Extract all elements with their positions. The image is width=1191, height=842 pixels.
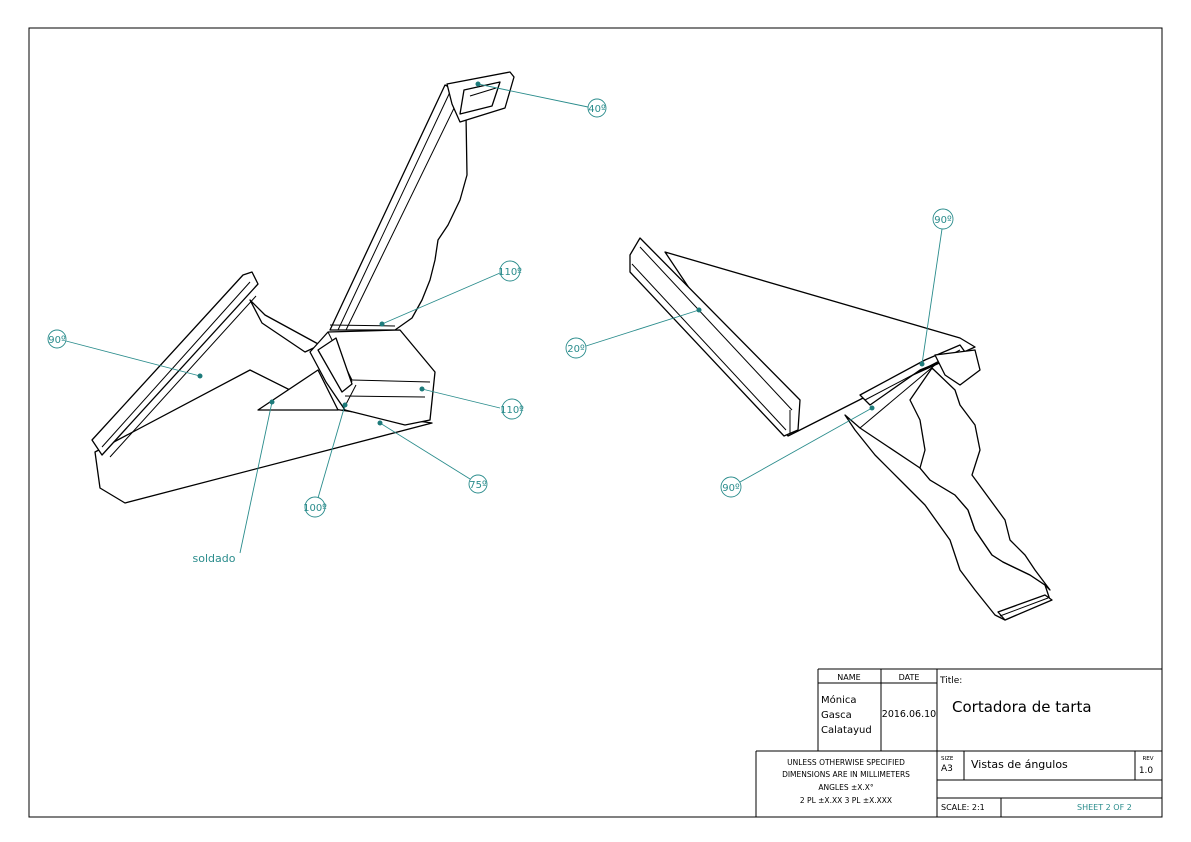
drafter-name-line-2: Gasca (821, 710, 852, 721)
callout-bubble-110-top (499, 260, 521, 282)
callout-label-40: 40º (588, 104, 606, 115)
drawing-subtitle: Vistas de ángulos (971, 758, 1068, 771)
right-handle-grip (909, 367, 1051, 591)
callout-bubble-20 (565, 337, 587, 359)
left-isometric-view (91, 71, 515, 504)
drawing-date: 2016.06.10 (882, 709, 936, 720)
title-label: Title: (939, 676, 962, 686)
callout-dot (475, 81, 481, 87)
callout-label-90-left: 90º (48, 335, 66, 346)
sheet-border (28, 27, 1163, 818)
callout-bubble-40 (587, 98, 607, 118)
scale-text: SCALE: 2:1 (941, 803, 985, 812)
callout-bubble-100 (304, 496, 326, 518)
callout-bubble-110-bottom (501, 398, 523, 420)
left-handle (329, 84, 468, 331)
left-blade (94, 369, 433, 504)
rev-label: REV (1142, 756, 1153, 762)
tolerance-line-1: UNLESS OTHERWISE SPECIFIED (787, 758, 905, 767)
callout-label-90-bottom: 90º (722, 483, 740, 494)
callout-label-110-bottom: 110º (500, 405, 524, 416)
right-callouts: 90º 20º 90º (565, 208, 954, 498)
size-value: A3 (941, 764, 953, 774)
callout-label-20: 20º (567, 344, 585, 355)
left-weld-gusset (257, 369, 339, 411)
drafter-name-line-3: Calatayud (821, 725, 872, 736)
title-block: NAME DATE Mónica Gasca Calatayud 2016.06… (755, 668, 1162, 817)
callout-bubble-90-left (47, 329, 67, 349)
drawing-title: Cortadora de tarta (952, 698, 1092, 716)
sheet-text: SHEET 2 OF 2 (1077, 803, 1132, 812)
callout-bubble-90-bottom (720, 476, 742, 498)
date-header: DATE (899, 673, 920, 682)
callout-bubble-75 (468, 474, 488, 494)
left-callouts: 40º 110º 110º 90º 75º 100º soldado (47, 81, 607, 565)
callout-label-90-top: 90º (934, 215, 952, 226)
left-blade-flange (91, 271, 259, 456)
callout-bubble-90-top (932, 208, 954, 230)
rev-value: 1.0 (1139, 766, 1154, 776)
callout-label-75: 75º (469, 480, 487, 491)
tolerance-line-3: ANGLES ±X.X° (818, 783, 874, 792)
drafter-name-line-1: Mónica (821, 694, 857, 706)
callout-label-100: 100º (303, 503, 327, 514)
right-isometric-view (629, 237, 1053, 621)
name-header: NAME (837, 673, 860, 682)
tolerance-line-2: DIMENSIONS ARE IN MILLIMETERS (782, 770, 910, 779)
right-blade-flange (629, 237, 801, 437)
weld-note: soldado (193, 552, 236, 565)
size-label: SIZE (941, 756, 954, 762)
callout-label-110-top: 110º (498, 267, 522, 278)
tolerance-line-4: 2 PL ±X.XX 3 PL ±X.XXX (800, 796, 892, 805)
